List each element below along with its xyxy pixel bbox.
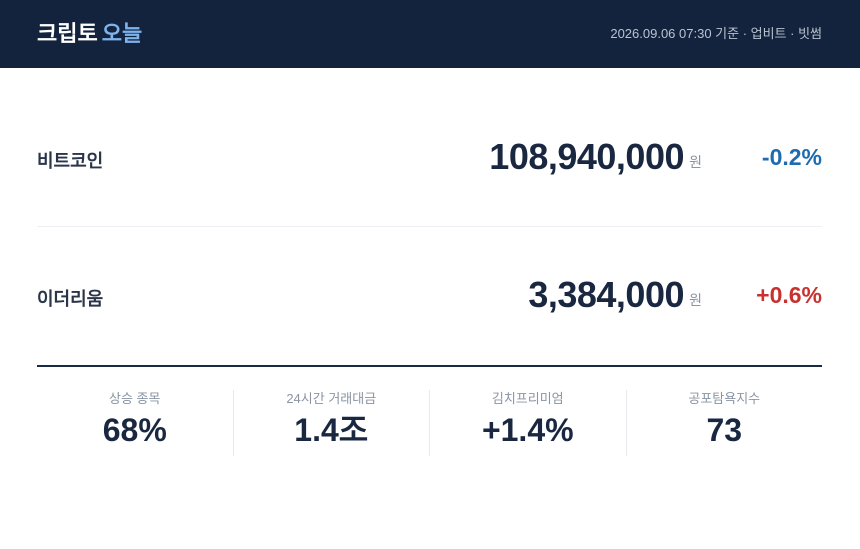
app-title: 크립토 오늘 [37,20,142,48]
stat-label: 공포탐욕지수 [688,391,761,406]
update-meta: 2026.09.06 07:30 기준 · 업비트 · 빗썸 [610,26,822,41]
title-accent: 오늘 [101,21,143,46]
row-divider [37,226,822,227]
coin-name: 이더리움 [37,289,104,309]
price-row: 비트코인 108,940,000 원 -0.2% [37,137,822,177]
section-divider [37,365,822,367]
stat: 공포탐욕지수 73 [625,390,823,456]
stat-label: 김치프리미엄 [491,391,564,406]
coin-name: 비트코인 [37,151,104,171]
price-row: 이더리움 3,384,000 원 +0.6% [37,275,822,315]
title-text: 크립토 [37,21,98,46]
price-change: -0.2% [761,144,822,170]
price-unit: 원 [689,292,702,308]
coin-price: 108,940,000 [489,136,684,177]
coin-price: 3,384,000 [528,274,684,315]
stat-value: +1.4% [481,412,574,448]
stats: 상승 종목 68% 24시간 거래대금 1.4조 김치프리미엄 +1.4% 공포탐욕지… [37,390,822,456]
price-change: +0.6% [756,282,822,308]
stat-label: 24시간 거래대금 [286,391,377,406]
stat-label: 상승 종목 [109,391,161,406]
stat-value: 68% [102,412,167,448]
stat: 상승 종목 68% [37,390,233,456]
stat-value: 1.4조 [294,412,369,448]
stat-value: 73 [706,412,743,448]
header: 크립토 오늘 2026.09.06 07:30 기준 · 업비트 · 빗썸 [0,0,860,68]
price-unit: 원 [689,154,702,170]
stat: 김치프리미엄 +1.4% [429,390,626,456]
stat: 24시간 거래대금 1.4조 [232,390,430,456]
